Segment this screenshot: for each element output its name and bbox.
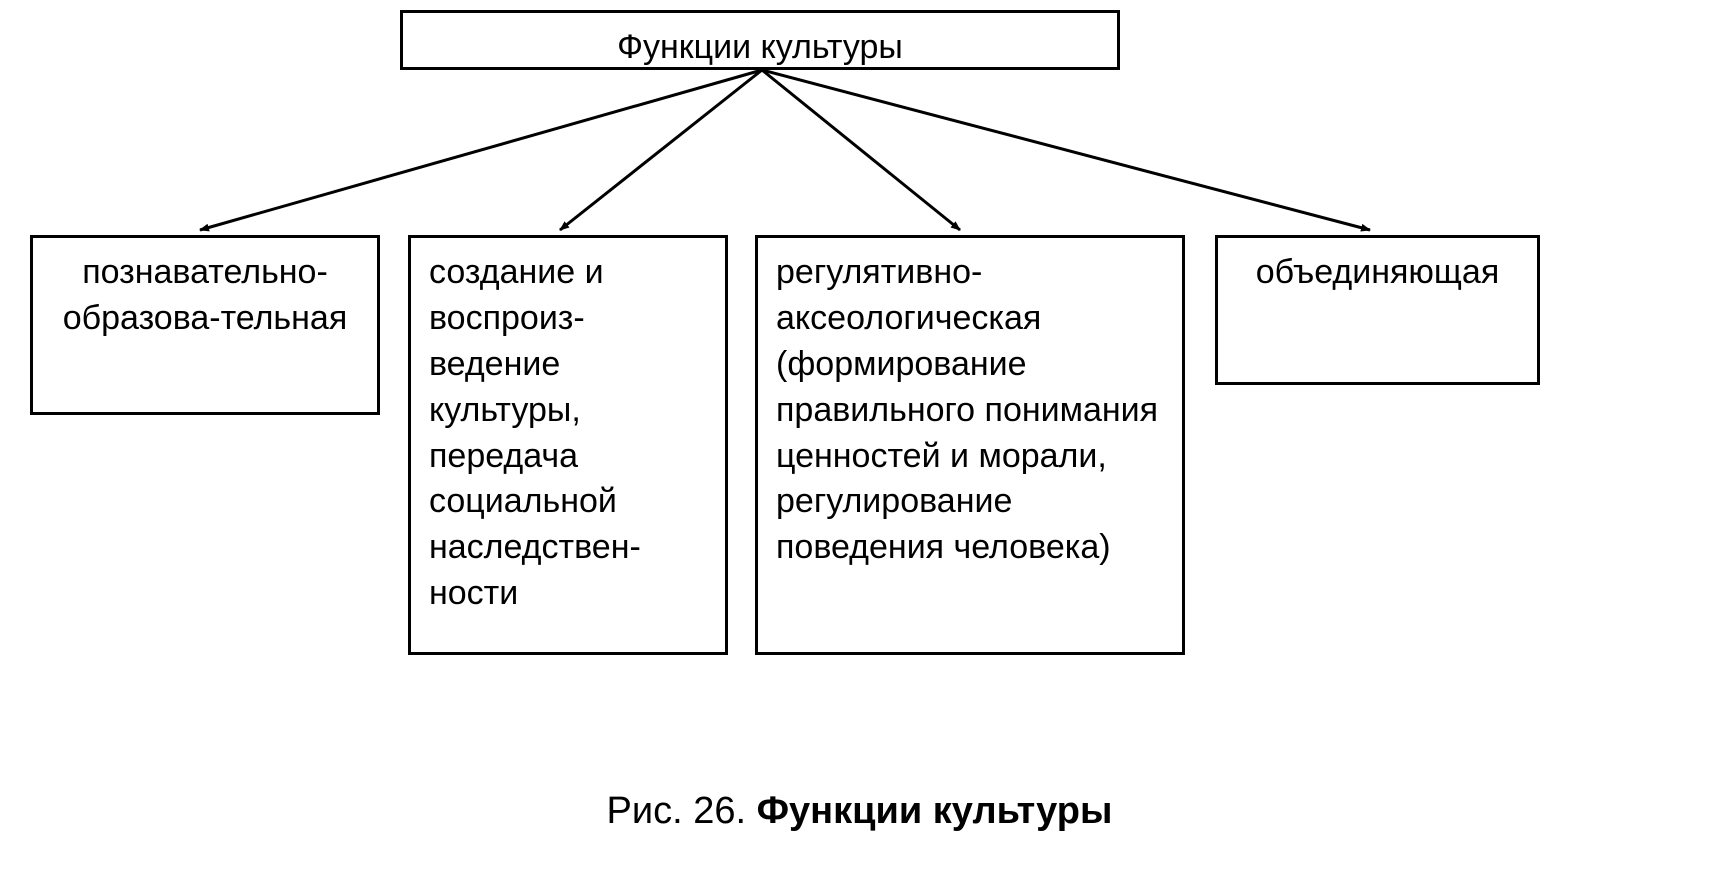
child-label: регулятивно-аксеологическая (формировани… — [776, 253, 1158, 566]
diagram-child-node-3: объединяющая — [1215, 235, 1540, 385]
arrow-line — [762, 70, 1370, 230]
diagram-root-node: Функции культуры — [400, 10, 1120, 70]
arrow-line — [762, 70, 960, 230]
child-label: познавательно-образова-тельная — [63, 253, 347, 337]
figure-caption: Рис. 26. Функции культуры — [0, 790, 1719, 833]
arrow-line — [560, 70, 762, 230]
root-label: Функции культуры — [617, 28, 903, 66]
child-label: создание и воспроиз-ведение культуры, пе… — [429, 253, 641, 612]
diagram-child-node-0: познавательно-образова-тельная — [30, 235, 380, 415]
caption-title: Функции культуры — [757, 790, 1113, 832]
child-label: объединяющая — [1256, 253, 1499, 291]
caption-prefix: Рис. 26. — [607, 790, 757, 832]
diagram-child-node-1: создание и воспроиз-ведение культуры, пе… — [408, 235, 728, 655]
diagram-child-node-2: регулятивно-аксеологическая (формировани… — [755, 235, 1185, 655]
arrow-line — [200, 70, 762, 230]
